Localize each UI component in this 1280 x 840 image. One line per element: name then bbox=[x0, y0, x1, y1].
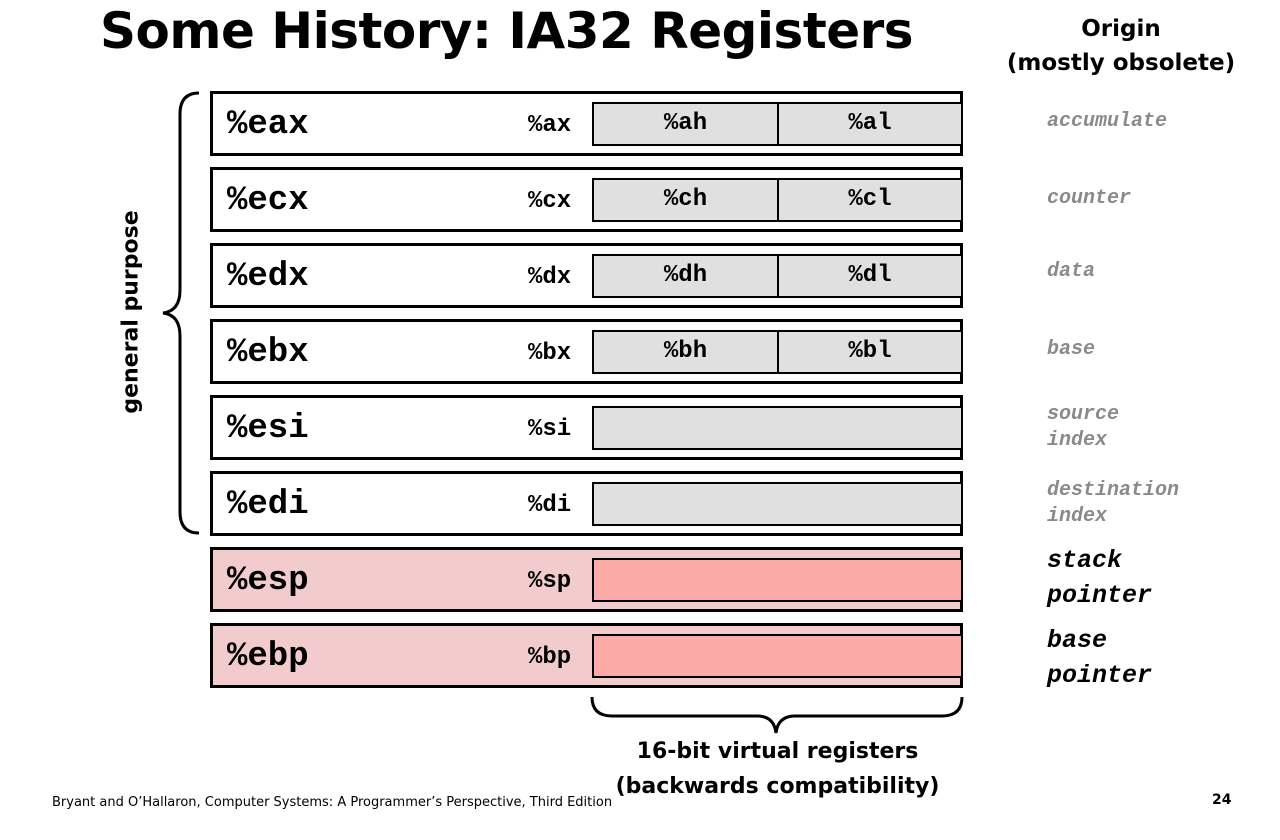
register-name: %ecx bbox=[227, 182, 309, 220]
register-name: %eax bbox=[227, 106, 309, 144]
origin-line: index bbox=[1047, 505, 1108, 528]
register-16bit-name: %ax bbox=[528, 112, 572, 139]
register-high-byte: %ah bbox=[594, 104, 779, 144]
register-high-byte: %ch bbox=[594, 180, 779, 220]
register-16bit-name: %bx bbox=[528, 340, 572, 367]
register-16bit-box bbox=[592, 406, 963, 450]
general-purpose-label: general purpose bbox=[118, 210, 144, 414]
register-16bit-box bbox=[592, 482, 963, 526]
virtual-registers-line1: 16-bit virtual registers bbox=[636, 739, 919, 764]
virtual-registers-label: 16-bit virtual registers (backwards comp… bbox=[600, 734, 955, 804]
register-row-eax: %eax %ax %ah %al bbox=[210, 91, 963, 156]
register-row-edx: %edx %dx %dh %dl bbox=[210, 243, 963, 308]
register-row-ebp: %ebp %bp bbox=[210, 623, 963, 688]
origin-line: data bbox=[1047, 260, 1096, 283]
origin-line: pointer bbox=[1047, 581, 1153, 610]
origin-line: stack bbox=[1047, 546, 1123, 575]
register-name: %edx bbox=[227, 258, 309, 296]
origin-header: Origin (mostly obsolete) bbox=[1005, 12, 1237, 80]
register-name: %esi bbox=[227, 410, 309, 448]
register-row-ecx: %ecx %cx %ch %cl bbox=[210, 167, 963, 232]
origin-line: index bbox=[1047, 429, 1108, 452]
page-number: 24 bbox=[1212, 792, 1232, 808]
register-16bit-box: %ah %al bbox=[592, 102, 963, 146]
origin-line: accumulate bbox=[1047, 110, 1168, 133]
register-16bit-name: %bp bbox=[528, 644, 572, 671]
register-row-esi: %esi %si bbox=[210, 395, 963, 460]
register-high-byte: %bh bbox=[594, 332, 779, 372]
origin-line: counter bbox=[1047, 187, 1132, 210]
register-16bit-box: %dh %dl bbox=[592, 254, 963, 298]
register-16bit-name: %dx bbox=[528, 264, 572, 291]
register-name: %esp bbox=[227, 562, 309, 600]
origin-esp: stack pointer bbox=[1047, 543, 1267, 613]
register-name: %ebx bbox=[227, 334, 309, 372]
register-low-byte: %bl bbox=[848, 338, 892, 365]
register-16bit-name: %di bbox=[528, 492, 572, 519]
origin-eax: accumulate bbox=[1047, 109, 1267, 135]
origin-ebp: base pointer bbox=[1047, 623, 1267, 693]
slide-title: Some History: IA32 Registers bbox=[100, 2, 914, 60]
origin-line: base bbox=[1047, 626, 1108, 655]
origin-esi: source index bbox=[1047, 402, 1267, 454]
general-purpose-brace bbox=[162, 91, 200, 535]
register-row-esp: %esp %sp bbox=[210, 547, 963, 612]
register-high-byte: %dh bbox=[594, 256, 779, 296]
origin-edi: destination index bbox=[1047, 478, 1267, 530]
register-name: %edi bbox=[227, 486, 309, 524]
register-16bit-name: %si bbox=[528, 416, 572, 443]
register-low-byte: %al bbox=[848, 110, 892, 137]
register-row-edi: %edi %di bbox=[210, 471, 963, 536]
origin-header-line1: Origin bbox=[1081, 16, 1161, 42]
register-low-byte: %dl bbox=[848, 262, 892, 289]
origin-line: destination bbox=[1047, 479, 1180, 502]
footer-citation: Bryant and O’Hallaron, Computer Systems:… bbox=[52, 795, 613, 810]
origin-line: source bbox=[1047, 403, 1120, 426]
register-16bit-box bbox=[592, 558, 963, 602]
virtual-registers-brace bbox=[590, 696, 964, 734]
register-16bit-box: %bh %bl bbox=[592, 330, 963, 374]
register-16bit-name: %sp bbox=[528, 568, 572, 595]
register-name: %ebp bbox=[227, 638, 309, 676]
origin-ebx: base bbox=[1047, 337, 1267, 363]
register-16bit-box bbox=[592, 634, 963, 678]
origin-edx: data bbox=[1047, 259, 1267, 285]
register-16bit-name: %cx bbox=[528, 188, 572, 215]
origin-line: pointer bbox=[1047, 661, 1153, 690]
origin-line: base bbox=[1047, 338, 1096, 361]
virtual-registers-line2: (backwards compatibility) bbox=[615, 774, 940, 799]
origin-ecx: counter bbox=[1047, 186, 1267, 212]
register-row-ebx: %ebx %bx %bh %bl bbox=[210, 319, 963, 384]
register-low-byte: %cl bbox=[848, 186, 892, 213]
register-16bit-box: %ch %cl bbox=[592, 178, 963, 222]
origin-header-line2: (mostly obsolete) bbox=[1006, 50, 1236, 76]
